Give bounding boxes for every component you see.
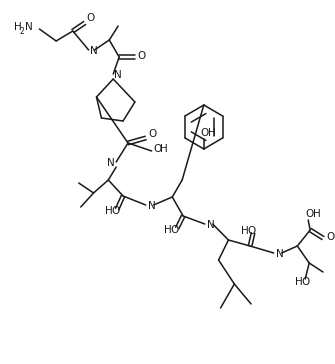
Text: H: H <box>164 225 172 235</box>
Text: O: O <box>247 226 255 236</box>
Text: H: H <box>14 22 21 32</box>
Text: H: H <box>208 128 215 138</box>
Text: N: N <box>89 46 97 56</box>
Text: N: N <box>24 22 32 32</box>
Text: N: N <box>114 70 122 80</box>
Text: O: O <box>170 225 179 235</box>
Text: H: H <box>160 144 168 154</box>
Text: O: O <box>326 232 334 242</box>
Text: O: O <box>154 144 162 154</box>
Text: N: N <box>207 220 214 230</box>
Text: O: O <box>111 206 120 216</box>
Text: N: N <box>148 201 155 211</box>
Text: N: N <box>276 249 283 259</box>
Text: N: N <box>108 158 115 168</box>
Text: O: O <box>87 13 95 23</box>
Text: O: O <box>305 209 314 219</box>
Text: O: O <box>149 129 157 139</box>
Text: H: H <box>105 206 113 216</box>
Text: H: H <box>313 209 321 219</box>
Text: H: H <box>295 277 303 287</box>
Text: 2: 2 <box>20 27 24 36</box>
Text: O: O <box>200 128 208 138</box>
Text: H: H <box>241 226 249 236</box>
Text: O: O <box>138 51 146 61</box>
Text: O: O <box>301 277 310 287</box>
